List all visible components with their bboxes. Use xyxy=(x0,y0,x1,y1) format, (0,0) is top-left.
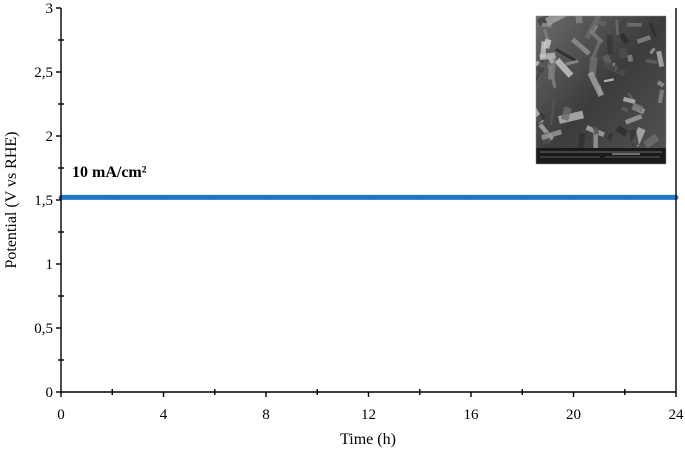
y-tick-label: 1 xyxy=(46,257,54,273)
data-point xyxy=(417,195,423,200)
x-axis-title: Time (h) xyxy=(340,431,396,448)
y-tick-label: 2 xyxy=(46,129,54,145)
ticks-layer: 0 0,5 1 1,5 2 2,5 3 0 4 8 12 16 20 24 xyxy=(34,1,684,423)
y-tick-label: 0 xyxy=(46,385,54,401)
x-tick-label: 8 xyxy=(262,407,270,423)
y-axis-title: Potential (V vs RHE) xyxy=(3,131,20,268)
x-tick-label: 4 xyxy=(160,407,168,423)
x-tick-label: 20 xyxy=(566,407,581,423)
y-tick-label: 2,5 xyxy=(34,65,53,81)
data-point xyxy=(366,195,371,200)
data-point xyxy=(109,195,115,200)
y-tick-label: 0,5 xyxy=(34,321,53,337)
y-tick-label: 3 xyxy=(46,1,54,17)
data-point xyxy=(622,195,628,200)
y-tick-label: 1,5 xyxy=(34,193,53,209)
series-layer xyxy=(58,194,679,200)
x-tick-label: 16 xyxy=(464,407,480,423)
data-point xyxy=(519,195,525,200)
data-point xyxy=(161,195,166,200)
data-point xyxy=(468,195,474,200)
data-point xyxy=(314,195,320,200)
x-tick-label: 12 xyxy=(361,407,376,423)
x-tick-label: 24 xyxy=(669,407,685,423)
x-tick-label: 0 xyxy=(57,407,65,423)
data-point xyxy=(571,195,576,200)
data-point xyxy=(212,195,218,200)
current-density-annotation: 10 mA/cm² xyxy=(72,164,147,181)
data-point xyxy=(263,195,269,200)
sem-inset-image xyxy=(535,15,667,165)
